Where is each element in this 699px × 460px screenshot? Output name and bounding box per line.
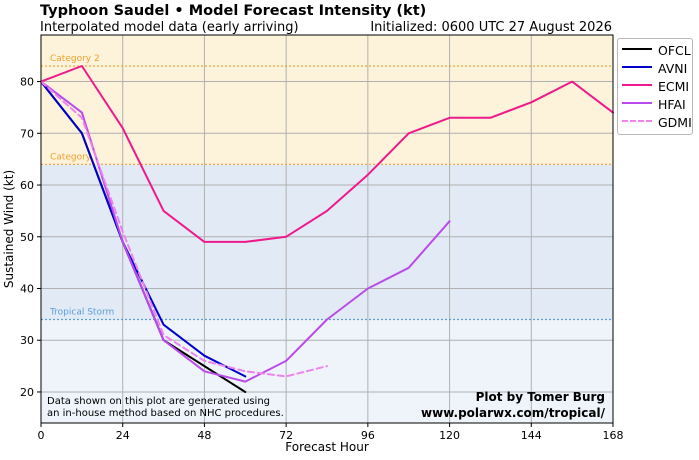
y-tick-label: 50 — [20, 231, 34, 244]
legend-item-hfai: HFAI — [618, 96, 692, 114]
y-tick-label: 40 — [20, 282, 34, 295]
y-tick-label: 60 — [20, 179, 34, 192]
credit-text: Plot by Tomer Burg www.polarwx.com/tropic… — [421, 390, 606, 420]
y-axis-label: Sustained Wind (kt) — [2, 170, 16, 288]
legend-swatch — [622, 66, 652, 68]
threshold-label: Category — [50, 152, 92, 162]
legend-label: OFCL — [658, 43, 691, 58]
intensity-band-1 — [41, 164, 613, 320]
series-line-gdmi — [40, 80, 328, 378]
legend-label: ECMI — [658, 79, 690, 94]
threshold-label: Tropical Storm — [49, 308, 114, 318]
y-tick-label: 20 — [20, 386, 34, 399]
legend-label: HFAI — [658, 97, 686, 112]
x-tick-label: 144 — [521, 429, 542, 442]
credit-line: Plot by Tomer Burg — [476, 390, 605, 404]
credit-line: www.polarwx.com/tropical/ — [421, 406, 606, 420]
legend-label: GDMI — [658, 115, 692, 130]
chart-legend: OFCL AVNI ECMI HFAI GDMI — [617, 38, 693, 135]
data-note-line: an in-house method based on NHC procedur… — [47, 408, 284, 419]
x-tick-label: 72 — [279, 429, 293, 442]
x-tick-label: 0 — [38, 429, 45, 442]
x-tick-label: 24 — [116, 429, 130, 442]
legend-item-ecmi: ECMI — [618, 78, 692, 96]
legend-item-avni: AVNI — [618, 60, 692, 78]
x-tick-label: 96 — [361, 429, 375, 442]
chart-title: Typhoon Saudel • Model Forecast Intensit… — [40, 3, 427, 19]
legend-swatch — [622, 48, 652, 50]
y-tick-label: 70 — [20, 127, 34, 140]
initialized-time: Initialized: 0600 UTC 27 August 2026 — [370, 20, 612, 35]
legend-item-gdmi: GDMI — [618, 114, 692, 132]
series-line-ecmi — [40, 65, 614, 243]
intensity-band-2 — [41, 35, 613, 165]
legend-swatch — [622, 120, 652, 122]
x-axis-label: Forecast Hour — [285, 440, 369, 454]
data-note-line: Data shown on this plot are generated us… — [47, 396, 270, 407]
y-tick-label: 30 — [20, 334, 34, 347]
legend-item-ofcl: OFCL — [618, 42, 692, 60]
x-tick-label: 48 — [197, 429, 211, 442]
intensity-band-0 — [41, 319, 613, 423]
x-tick-label: 168 — [603, 429, 624, 442]
plot-frame — [40, 34, 614, 424]
data-note: Data shown on this plot are generated us… — [47, 396, 284, 419]
chart-subtitle: Interpolated model data (early arriving) — [40, 20, 299, 35]
series-line-hfai — [40, 80, 451, 383]
threshold-label: Category 2 — [50, 54, 100, 64]
legend-swatch — [622, 102, 652, 104]
x-tick-label: 120 — [439, 429, 460, 442]
legend-label: AVNI — [658, 61, 688, 76]
y-tick-label: 80 — [20, 76, 34, 89]
legend-swatch — [622, 84, 652, 86]
